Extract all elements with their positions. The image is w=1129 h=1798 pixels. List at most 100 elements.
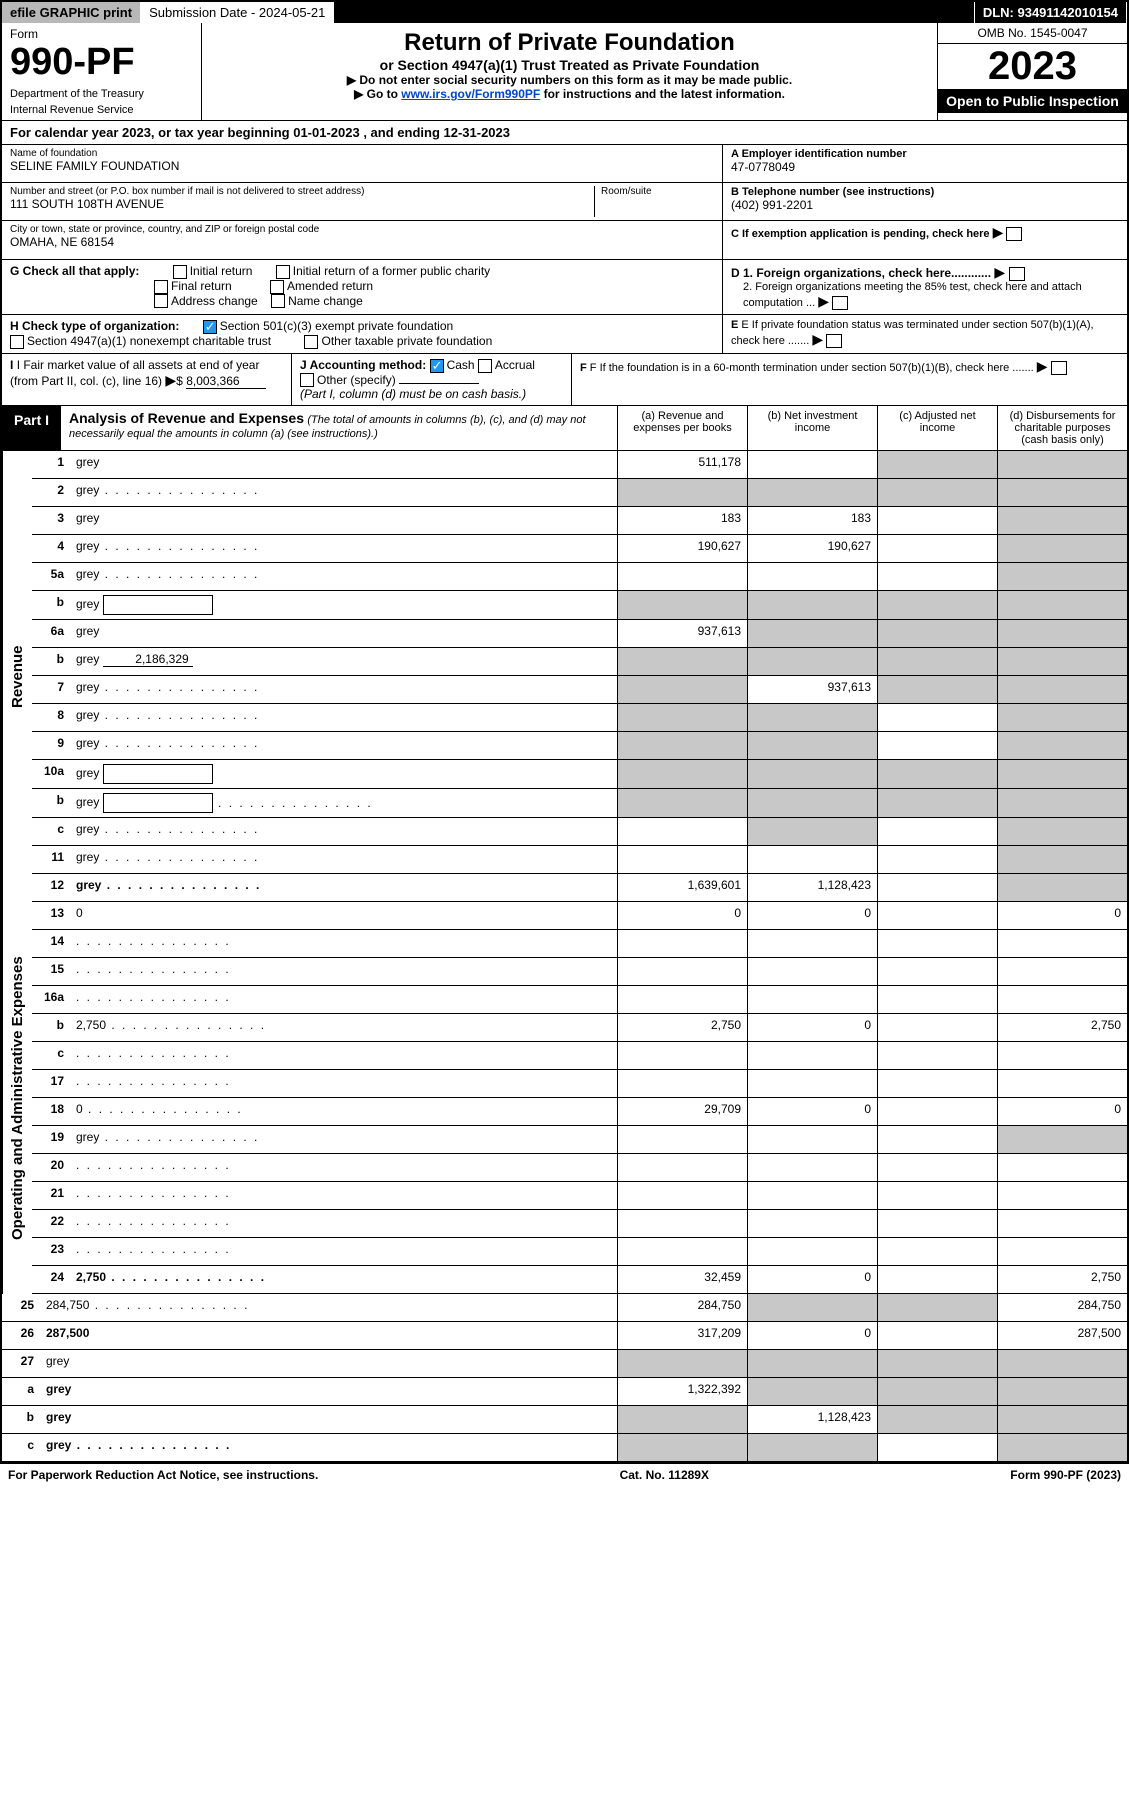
line-row: 11grey [32,846,1127,874]
4947-checkbox[interactable] [10,335,24,349]
revenue-body: 1grey511,1782grey3grey1831834grey190,627… [32,451,1127,902]
name-change-checkbox[interactable] [271,294,285,308]
amount-cell [997,676,1127,703]
opt-addr-change: Address change [171,294,258,308]
line-number: c [32,1042,72,1069]
amount-cell [877,1210,997,1237]
line-row: 26287,500317,2090287,500 [2,1322,1127,1350]
line-description: grey [42,1434,617,1461]
line-description: grey [72,818,617,845]
opt-initial: Initial return [190,264,253,278]
amount-cell [997,1070,1127,1097]
part1-title: Analysis of Revenue and Expenses [69,410,304,426]
arrow-icon: ▶ [818,293,829,309]
amount-cell [877,1126,997,1153]
h-label: H Check type of organization: [10,319,179,333]
line-number: 27 [2,1350,42,1377]
line-row: 14 [32,930,1127,958]
amount-cell [747,789,877,817]
e-checkbox[interactable] [826,334,842,348]
amount-cell: 1,128,423 [747,874,877,901]
amount-cell [877,591,997,619]
form-header: Form 990-PF Department of the Treasury I… [2,23,1127,121]
initial-return-checkbox[interactable] [173,265,187,279]
expenses-side-label: Operating and Administrative Expenses [2,902,32,1294]
amount-cell [877,846,997,873]
line-row: 15 [32,958,1127,986]
line-description [72,986,617,1013]
line-description: 2,750 [72,1266,617,1293]
amount-cell [877,1266,997,1293]
line-description [72,1154,617,1181]
final-return-checkbox[interactable] [154,280,168,294]
other-taxable-checkbox[interactable] [304,335,318,349]
line-number: 2 [32,479,72,506]
amount-cell [747,1378,877,1405]
col-c-header: (c) Adjusted net income [877,406,997,450]
amount-cell [997,1238,1127,1265]
other-method-checkbox[interactable] [300,373,314,387]
ssn-warning: ▶ Do not enter social security numbers o… [208,73,931,87]
amount-cell [877,958,997,985]
opt-accrual: Accrual [495,358,535,372]
amount-cell [747,648,877,675]
amended-checkbox[interactable] [270,280,284,294]
line-description: grey 2,186,329 [72,648,617,675]
amount-cell: 0 [997,1098,1127,1125]
line-description: grey [72,563,617,590]
amount-cell: 183 [617,507,747,534]
expenses-section: Operating and Administrative Expenses 13… [2,902,1127,1294]
amount-cell [997,1042,1127,1069]
amount-cell [747,1126,877,1153]
line-row: 1grey511,178 [32,451,1127,479]
amount-cell [617,1042,747,1069]
e-label: E If private foundation status was termi… [731,319,1094,347]
d2-checkbox[interactable] [832,296,848,310]
opt-name-change: Name change [288,294,363,308]
line-description: grey [42,1406,617,1433]
topbar: efile GRAPHIC print Submission Date - 20… [2,2,1127,23]
line-number: 4 [32,535,72,562]
irs-link[interactable]: www.irs.gov/Form990PF [401,87,540,101]
501c3-checkbox[interactable] [203,320,217,334]
form-word: Form [10,27,193,41]
f-checkbox[interactable] [1051,361,1067,375]
amount-cell [877,451,997,478]
part1-title-cell: Analysis of Revenue and Expenses (The to… [61,406,617,450]
expenses-body: 130000141516ab2,7502,75002,750c1718029,7… [32,902,1127,1294]
c-checkbox[interactable] [1006,227,1022,241]
line-description: grey [72,535,617,562]
col-d-header: (d) Disbursements for charitable purpose… [997,406,1127,450]
i-fmv-cell: I I Fair market value of all assets at e… [2,354,292,406]
line-description [72,1042,617,1069]
accrual-checkbox[interactable] [478,359,492,373]
submission-date: Submission Date - 2024-05-21 [141,2,334,23]
efile-print-label[interactable]: efile GRAPHIC print [2,2,141,23]
amount-cell [747,1154,877,1181]
d1-checkbox[interactable] [1009,267,1025,281]
opt-other-taxable: Other taxable private foundation [321,334,492,348]
h-org-type-section: H Check type of organization: Section 50… [2,315,1127,354]
ein-label: A Employer identification number [731,148,1119,160]
line-description: grey [72,1126,617,1153]
amount-cell: 0 [747,1014,877,1041]
h-left: H Check type of organization: Section 50… [2,315,722,353]
form-subtitle: or Section 4947(a)(1) Trust Treated as P… [208,57,931,73]
form-container: efile GRAPHIC print Submission Date - 20… [0,0,1129,1464]
opt-501c3: Section 501(c)(3) exempt private foundat… [220,319,453,333]
initial-public-checkbox[interactable] [276,265,290,279]
bottom-body: 25284,750284,750284,75026287,500317,2090… [2,1294,1127,1462]
amount-cell [747,1350,877,1377]
header-middle: Return of Private Foundation or Section … [202,23,937,120]
amount-cell [747,818,877,845]
j-label: J Accounting method: [300,358,426,372]
amount-cell [997,1182,1127,1209]
amount-cell [617,1350,747,1377]
address-change-checkbox[interactable] [154,294,168,308]
cash-checkbox[interactable] [430,359,444,373]
line-number: c [2,1434,42,1461]
amount-cell [877,760,997,788]
amount-cell [617,760,747,788]
opt-amended: Amended return [287,279,373,293]
line-number: 1 [32,451,72,478]
